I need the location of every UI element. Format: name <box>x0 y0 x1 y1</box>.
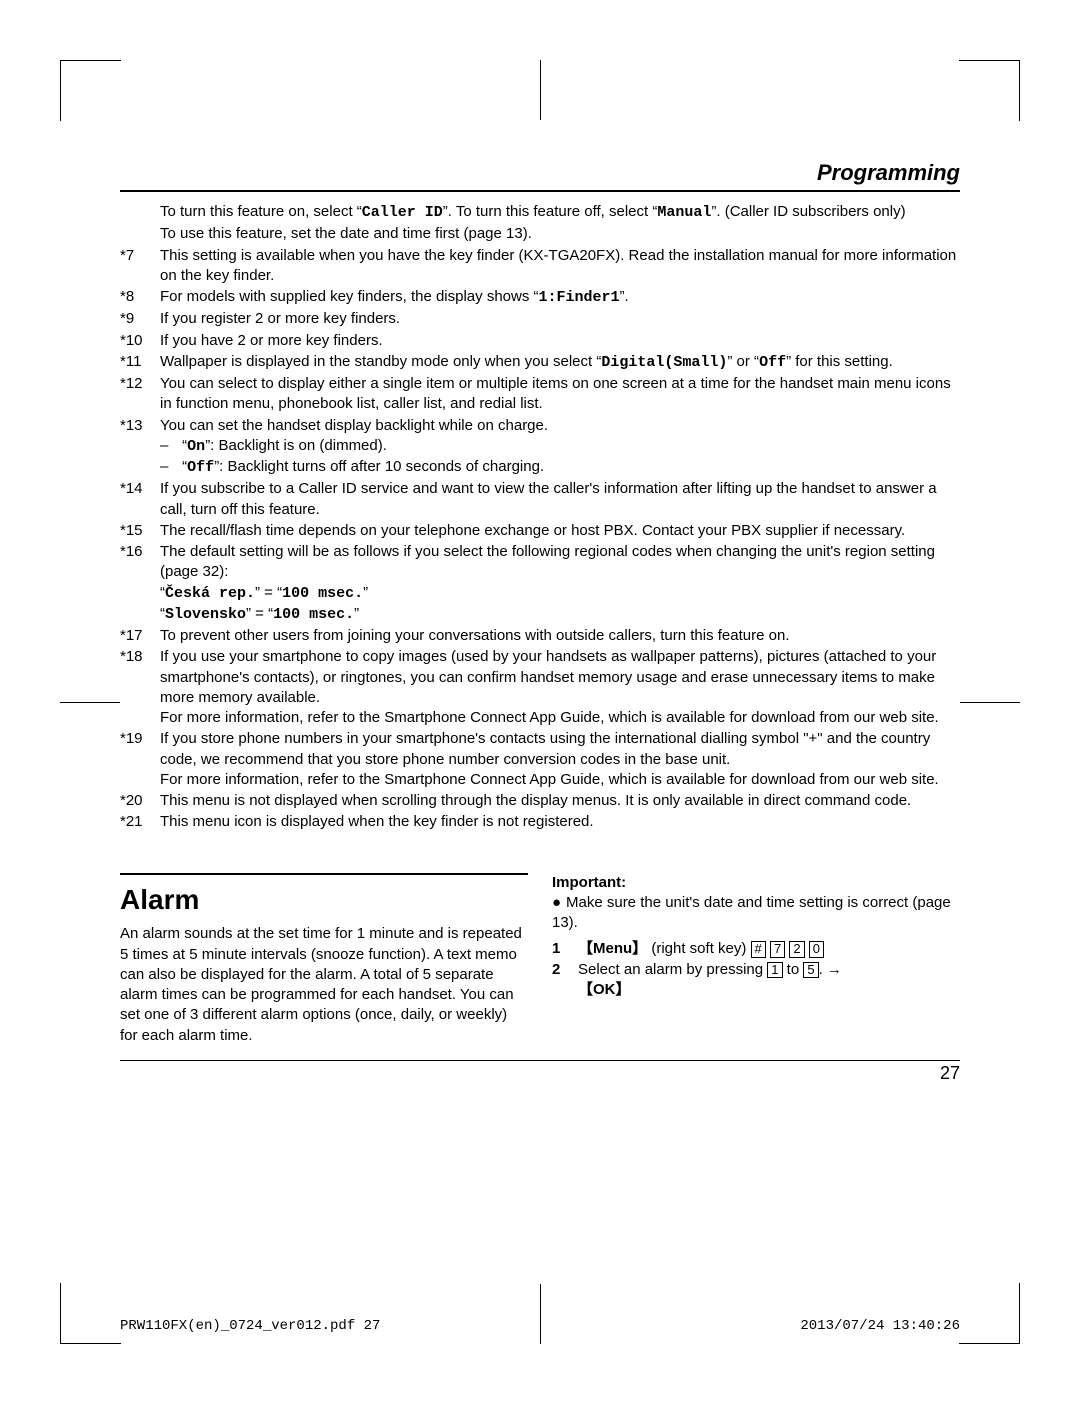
footnote-number: *15 <box>120 521 160 541</box>
alarm-left-column: Alarm An alarm sounds at the set time fo… <box>120 873 540 1046</box>
footnote-number: *14 <box>120 479 160 520</box>
alarm-heading: Alarm <box>120 881 528 919</box>
footer-right: 2013/07/24 13:40:26 <box>800 1318 960 1334</box>
footnote-number: *7 <box>120 246 160 287</box>
footnote-body: If you use your smartphone to copy image… <box>160 647 960 728</box>
step-2: 2 Select an alarm by pressing 1 to 5. → … <box>552 960 960 1001</box>
footnote-body: If you have 2 or more key finders. <box>160 331 960 351</box>
step-text: Select an alarm by pressing <box>578 961 767 978</box>
crop-mark <box>959 1283 1020 1344</box>
footnote-row: *8For models with supplied key finders, … <box>120 287 960 308</box>
key-icon: 7 <box>770 941 785 957</box>
footnote-body: This menu is not displayed when scrollin… <box>160 791 960 811</box>
step-1: 1 【Menu】 (right soft key) # 7 2 0 <box>552 939 960 959</box>
footer: PRW110FX(en)_0724_ver012.pdf 27 2013/07/… <box>120 1318 960 1334</box>
footnote-body: This setting is available when you have … <box>160 246 960 287</box>
footnote-row: *21This menu icon is displayed when the … <box>120 812 960 832</box>
footnote-body: To turn this feature on, select “Caller … <box>160 202 960 223</box>
footnote-body: You can select to display either a singl… <box>160 374 960 415</box>
footnote-row: *13You can set the handset display backl… <box>120 416 960 479</box>
step-text: . → <box>819 961 842 978</box>
alarm-body: An alarm sounds at the set time for 1 mi… <box>120 924 528 1046</box>
footnote-number: *8 <box>120 287 160 308</box>
footnote-body: The recall/flash time depends on your te… <box>160 521 960 541</box>
footnote-row: *7This setting is available when you hav… <box>120 246 960 287</box>
footnote-number: *12 <box>120 374 160 415</box>
step-text: to <box>783 961 804 978</box>
footnote-row: *17To prevent other users from joining y… <box>120 626 960 646</box>
footnote-number: *10 <box>120 331 160 351</box>
footnote-number: *16 <box>120 542 160 625</box>
key-icon: 0 <box>809 941 824 957</box>
footnote-row: *18If you use your smartphone to copy im… <box>120 647 960 728</box>
footnote-row: *14If you subscribe to a Caller ID servi… <box>120 479 960 520</box>
key-icon: 2 <box>789 941 804 957</box>
footnote-body: If you store phone numbers in your smart… <box>160 729 960 790</box>
crop-mark <box>960 702 1020 703</box>
footnote-body: If you subscribe to a Caller ID service … <box>160 479 960 520</box>
footnote-body: To prevent other users from joining your… <box>160 626 960 646</box>
step-text: (right soft key) <box>647 940 750 957</box>
footnote-body: The default setting will be as follows i… <box>160 542 960 625</box>
page: Programming To turn this feature on, sel… <box>0 0 1080 1404</box>
key-icon: 1 <box>767 962 782 978</box>
footnote-body: This menu icon is displayed when the key… <box>160 812 960 832</box>
key-icon: # <box>751 941 766 957</box>
alarm-right-column: Important: ●Make sure the unit's date an… <box>540 873 960 1046</box>
footnote-number <box>120 202 160 223</box>
crop-mark <box>959 60 1020 121</box>
footnote-body: If you register 2 or more key finders. <box>160 309 960 329</box>
footnote-number: *13 <box>120 416 160 479</box>
key-icon: 5 <box>803 962 818 978</box>
footnote-row: To turn this feature on, select “Caller … <box>120 202 960 223</box>
footnote-row: *11Wallpaper is displayed in the standby… <box>120 352 960 373</box>
footnote-row: *10If you have 2 or more key finders. <box>120 331 960 351</box>
crop-mark <box>60 60 121 121</box>
crop-mark <box>540 1284 541 1344</box>
bullet-icon: ● <box>552 893 566 913</box>
footnote-number <box>120 224 160 244</box>
crop-mark <box>60 702 120 703</box>
footnote-row: *19If you store phone numbers in your sm… <box>120 729 960 790</box>
footnote-number: *20 <box>120 791 160 811</box>
footnote-row: *16The default setting will be as follow… <box>120 542 960 625</box>
footnote-body: You can set the handset display backligh… <box>160 416 960 479</box>
footnote-number: *18 <box>120 647 160 728</box>
key-sequence: # 7 2 0 <box>751 940 824 957</box>
step-body: Select an alarm by pressing 1 to 5. → 【O… <box>578 960 960 1001</box>
crop-mark <box>60 1283 121 1344</box>
important-text: Make sure the unit's date and time setti… <box>552 894 951 931</box>
footnote-row: *15The recall/flash time depends on your… <box>120 521 960 541</box>
step-number: 1 <box>552 939 578 959</box>
footnote-body: For models with supplied key finders, th… <box>160 287 960 308</box>
page-number: 27 <box>120 1060 960 1084</box>
ok-key: 【OK】 <box>578 981 631 998</box>
footnote-body: To use this feature, set the date and ti… <box>160 224 960 244</box>
page-header: Programming <box>120 160 960 192</box>
footnote-number: *17 <box>120 626 160 646</box>
step-number: 2 <box>552 960 578 1001</box>
menu-key: 【Menu】 <box>578 940 647 957</box>
footnote-row: *12You can select to display either a si… <box>120 374 960 415</box>
footer-left: PRW110FX(en)_0724_ver012.pdf 27 <box>120 1318 380 1334</box>
footnote-row: To use this feature, set the date and ti… <box>120 224 960 244</box>
footnote-row: *9If you register 2 or more key finders. <box>120 309 960 329</box>
crop-mark <box>540 60 541 120</box>
important-item: ●Make sure the unit's date and time sett… <box>552 893 960 934</box>
footnote-row: *20This menu is not displayed when scrol… <box>120 791 960 811</box>
footnote-number: *19 <box>120 729 160 790</box>
footnotes-list: To turn this feature on, select “Caller … <box>120 202 960 833</box>
step-body: 【Menu】 (right soft key) # 7 2 0 <box>578 939 960 959</box>
footnote-number: *9 <box>120 309 160 329</box>
alarm-section: Alarm An alarm sounds at the set time fo… <box>120 873 960 1046</box>
footnote-number: *11 <box>120 352 160 373</box>
important-label: Important: <box>552 873 960 893</box>
header-title: Programming <box>817 160 960 185</box>
section-rule <box>120 873 528 875</box>
footnote-body: Wallpaper is displayed in the standby mo… <box>160 352 960 373</box>
footnote-number: *21 <box>120 812 160 832</box>
